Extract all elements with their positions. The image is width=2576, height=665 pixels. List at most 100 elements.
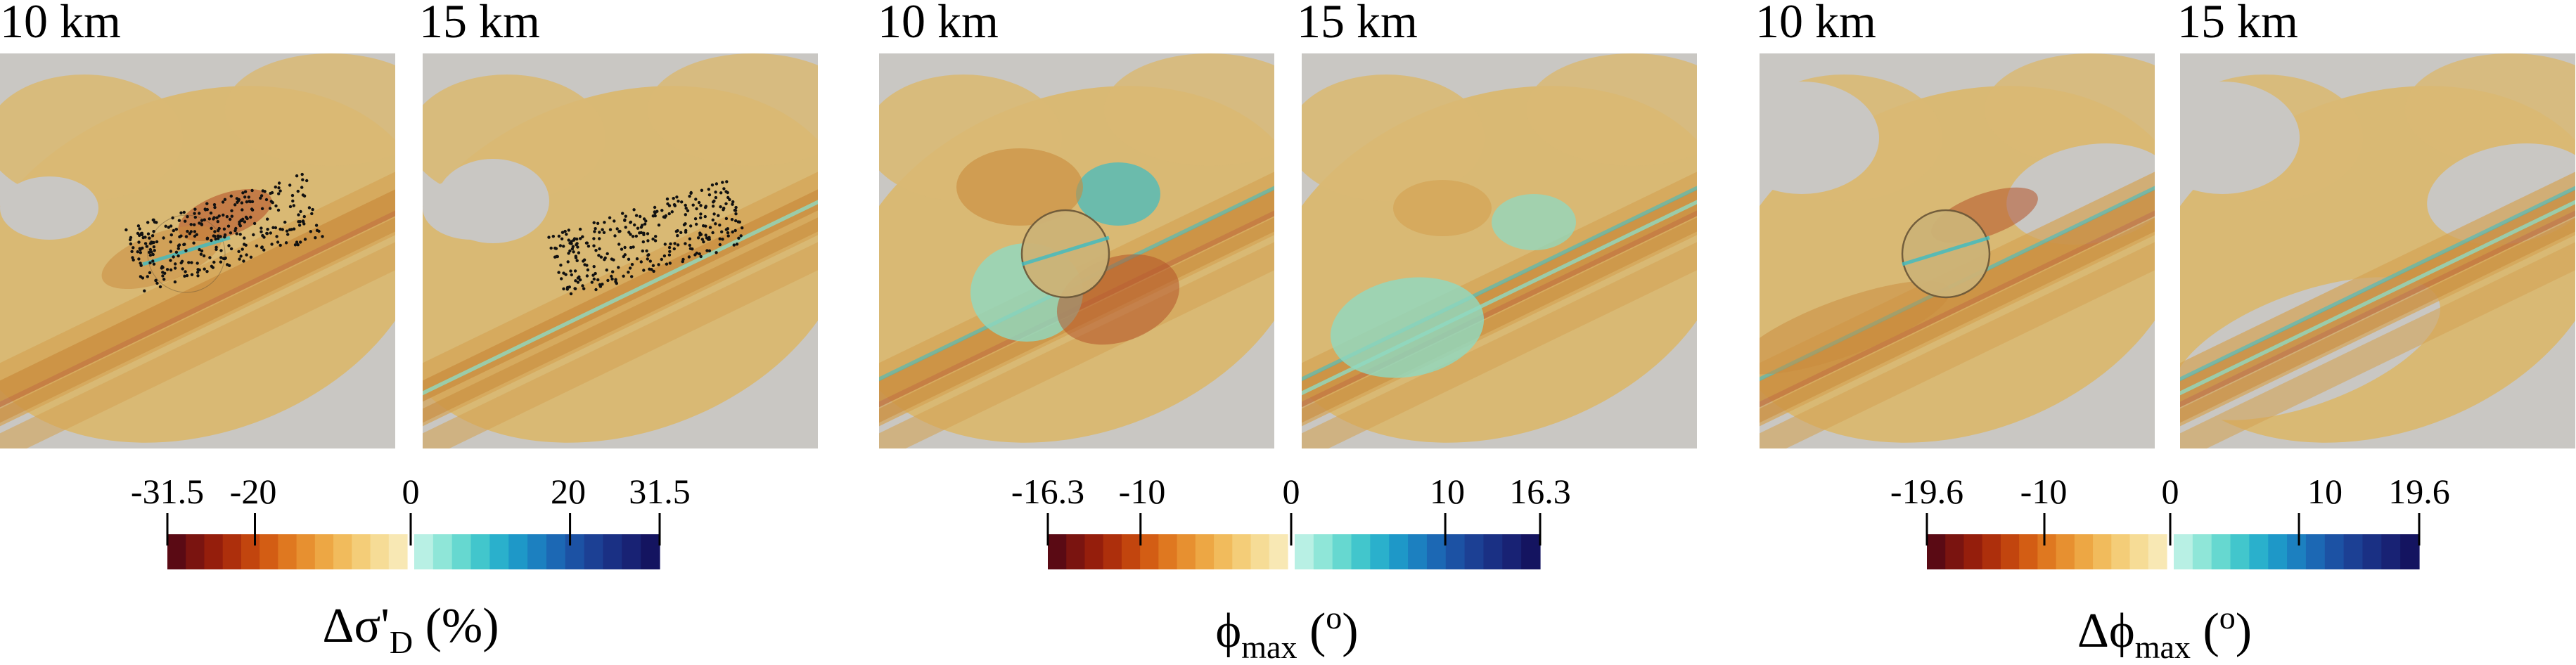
seismic-event: [594, 288, 598, 292]
contour-region: [1076, 162, 1160, 226]
panel-label: 15 km: [2177, 0, 2298, 48]
seismic-event: [217, 237, 220, 240]
seismic-event: [235, 197, 239, 200]
seismic-event: [151, 252, 155, 257]
colorbar-swatch: [1313, 534, 1333, 569]
seismic-event: [288, 183, 292, 187]
seismic-event: [629, 245, 633, 250]
seismic-event: [565, 285, 570, 290]
seismic-event: [217, 228, 220, 233]
seismic-event: [695, 222, 698, 226]
seismic-event: [596, 278, 600, 282]
colorbar-swatch: [641, 534, 660, 569]
seismic-event: [245, 253, 248, 257]
seismic-event: [203, 218, 206, 221]
seismic-event: [299, 240, 302, 244]
seismic-event: [152, 230, 155, 233]
seismic-event: [146, 232, 150, 235]
seismic-event: [725, 180, 729, 183]
colorbar-swatch: [2148, 534, 2167, 569]
seismic-event: [148, 236, 151, 240]
seismic-event: [707, 249, 712, 252]
seismic-event: [274, 204, 278, 208]
seismic-event: [608, 228, 613, 231]
seismic-event: [688, 247, 693, 250]
seismic-event: [237, 250, 241, 253]
seismic-event: [198, 268, 201, 272]
seismic-event: [196, 274, 200, 278]
colorbar-tick-label: -10: [2020, 472, 2068, 511]
colorbar-swatch: [1158, 534, 1178, 569]
seismic-event: [317, 229, 321, 233]
colorbar-tick-label: 0: [2161, 472, 2179, 511]
seismic-event: [146, 275, 149, 278]
colorbar-swatch: [1121, 534, 1141, 569]
seismic-event: [205, 270, 209, 273]
seismic-event: [277, 192, 281, 195]
seismic-event: [311, 207, 314, 212]
field-map-10km: [879, 53, 1274, 448]
seismic-event: [610, 274, 613, 278]
seismic-event: [252, 221, 257, 226]
seismic-event: [198, 247, 201, 252]
seismic-event: [225, 215, 229, 219]
seismic-event: [250, 200, 255, 204]
seismic-event: [676, 243, 680, 247]
seismic-event: [241, 191, 245, 195]
seismic-event: [599, 255, 603, 259]
seismic-event: [639, 260, 643, 264]
seismic-event: [668, 250, 672, 253]
seismic-event: [184, 235, 188, 238]
colorbar-swatch: [370, 534, 390, 569]
contour-region: [1760, 280, 1950, 375]
seismic-event: [642, 217, 646, 221]
seismic-event: [261, 233, 264, 238]
seismic-event: [190, 273, 194, 276]
seismic-event: [579, 237, 582, 240]
seismic-event: [262, 248, 266, 252]
colorbar-swatch: [2129, 534, 2149, 569]
contour-region: [0, 176, 98, 240]
group-stress-drop: 10 km 15 km -31.5 -20 0 20 31.5 Δσ'D (%): [0, 0, 823, 665]
seismic-event: [131, 256, 134, 259]
colorbar-tick-label: -31.5: [130, 472, 205, 511]
seismic-event: [143, 289, 146, 292]
seismic-event: [735, 243, 739, 246]
colorbar-swatch: [2037, 534, 2057, 569]
seismic-event: [169, 250, 173, 253]
seismic-event: [187, 261, 191, 264]
colorbar-swatch: [1502, 534, 1522, 569]
seismic-event: [259, 196, 262, 200]
seismic-event: [669, 242, 672, 246]
seismic-event: [567, 238, 570, 242]
seismic-event: [718, 224, 722, 227]
seismic-event: [238, 224, 242, 228]
seismic-event: [634, 234, 638, 238]
seismic-event: [680, 200, 684, 204]
seismic-event: [278, 227, 282, 231]
group-delta-phi-max: 10 km 15 km -19.6 -10 0 10 19.6 Δϕmax (o…: [1755, 0, 2576, 665]
colorbar-tick-label: 0: [402, 472, 420, 511]
seismic-event: [184, 270, 187, 273]
seismic-event: [670, 210, 674, 214]
seismic-event: [691, 203, 695, 207]
seismic-event: [219, 249, 223, 252]
contour-region: [1330, 277, 1485, 378]
seismic-event: [193, 207, 197, 211]
seismic-event: [593, 230, 596, 233]
seismic-event: [215, 216, 219, 219]
colorbar-swatch: [2324, 534, 2345, 569]
seismic-event: [567, 252, 570, 255]
seismic-event: [152, 262, 156, 266]
colorbar-swatch: [451, 534, 472, 569]
seismic-event: [259, 230, 263, 233]
seismic-event: [663, 243, 667, 246]
colorbar-swatch: [2381, 534, 2401, 569]
seismic-event: [705, 236, 709, 240]
seismic-event: [182, 210, 186, 214]
seismic-event: [631, 235, 635, 238]
seismic-event: [712, 212, 716, 216]
seismic-event: [136, 250, 139, 254]
seismic-event: [694, 198, 698, 201]
seismic-event: [288, 205, 293, 209]
